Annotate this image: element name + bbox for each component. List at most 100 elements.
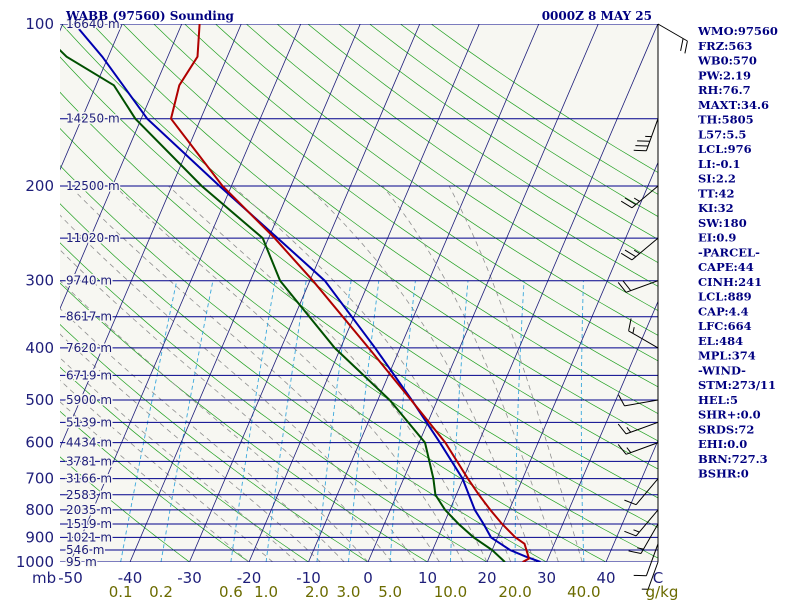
index-line: SI:2.2 xyxy=(698,172,736,186)
isobar-height-label: 2583 m xyxy=(66,488,112,502)
isotherm-line xyxy=(60,24,242,449)
isotherm-line xyxy=(60,24,123,171)
isotherm-line xyxy=(546,300,658,562)
index-line: LCL:889 xyxy=(698,290,752,304)
mixing-ratio-axis-labels: 0.1 0.2 0.6 1.0 2.0 3.0 5.0 10.0 20.0 40.0 g/kg xyxy=(109,583,679,600)
pressure-tick-label: 200 xyxy=(25,177,54,195)
mixing-ratio-tick-label: 40.0 xyxy=(567,583,600,600)
wind-barb xyxy=(617,442,659,455)
wind-barb xyxy=(617,421,659,435)
wind-barb xyxy=(633,543,659,577)
index-line: TT:42 xyxy=(698,186,735,200)
plot-area xyxy=(60,24,658,562)
isotherm-line xyxy=(308,24,540,562)
isobar-height-label: 3166 m xyxy=(66,472,112,486)
isotherm-line xyxy=(248,24,480,562)
temperature-axis-labels: -50 -40 -30 -20 -10 0 10 20 30 40 C xyxy=(58,569,663,587)
wind-barb xyxy=(633,118,659,152)
index-line: CAPE:44 xyxy=(698,260,754,274)
wind-barb xyxy=(618,394,659,407)
index-line: STM:273/11 xyxy=(698,378,776,392)
pressure-tick-label: 800 xyxy=(25,501,54,519)
wind-barb xyxy=(620,185,659,209)
isobar-height-label: 9740 m xyxy=(66,274,112,288)
mixing-ratio-tick-label: g/kg xyxy=(646,583,679,600)
temperature-tick-label: -30 xyxy=(177,569,202,587)
mixing-ratio-tick-label: 0.2 xyxy=(149,583,173,600)
isotherm-line xyxy=(70,24,302,562)
isobar-height-label: 3781 m xyxy=(66,454,112,468)
index-line: -PARCEL- xyxy=(698,245,760,259)
index-line: SRDS:72 xyxy=(698,422,754,436)
isotherm-line xyxy=(486,161,658,562)
wind-barb xyxy=(628,523,659,554)
moist-adiabat xyxy=(60,308,345,562)
stability-indices-panel: WMO:97560FRZ:563WB0:570PW:2.19RH:76.7MAX… xyxy=(697,24,778,481)
index-line: HEL:5 xyxy=(698,393,738,407)
index-line: BSHR:0 xyxy=(698,467,749,481)
temperature-tick-label: -40 xyxy=(118,569,143,587)
isobar-height-label: 6719 m xyxy=(66,368,112,382)
isobar-height-label: 11020 m xyxy=(66,231,120,245)
pressure-tick-label: 700 xyxy=(25,470,54,488)
pressure-tick-label: 600 xyxy=(25,434,54,452)
height-labels: 16640 m 14250 m 12500 m 11020 m 9740 m 8617 m… xyxy=(65,16,122,571)
pressure-tick-label: 100 xyxy=(25,15,54,33)
isobar-height-label: 2035 m xyxy=(66,503,112,517)
dewpoint-profile-line xyxy=(60,48,506,562)
isobar-height-label: 8617 m xyxy=(66,310,112,324)
index-line: SHR+:0.0 xyxy=(698,408,761,422)
chart-time: 0000Z 8 MAY 25 xyxy=(542,9,652,23)
isotherm-line xyxy=(189,24,421,562)
wind-barb xyxy=(617,280,659,293)
pressure-tick-label: 300 xyxy=(25,272,54,290)
moist-adiabat xyxy=(69,185,440,562)
isobar-height-label: 5900 m xyxy=(66,393,112,407)
isobar-height-label: 14250 m xyxy=(66,112,120,126)
isobar-height-label: 16640 m xyxy=(66,17,120,31)
parcel-profile-line xyxy=(73,24,541,562)
wind-barb xyxy=(624,478,659,506)
temperature-tick-label: -50 xyxy=(58,569,83,587)
temperature-tick-label: 0 xyxy=(363,569,373,587)
pressure-tick-label: 900 xyxy=(25,528,54,546)
isobar-height-label: 546 m xyxy=(66,543,104,557)
temperature-profile-line xyxy=(169,24,531,562)
index-line: -WIND- xyxy=(698,363,746,377)
pressure-tick-label: 1000 xyxy=(16,553,54,571)
temperature-tick-label: 10 xyxy=(418,569,437,587)
wind-barb xyxy=(641,561,659,595)
moist-adiabat xyxy=(114,185,464,562)
index-line: SW:180 xyxy=(698,216,747,230)
chart-title: WABB (97560) Sounding xyxy=(65,9,235,23)
isobar-height-label: 4434 m xyxy=(66,436,112,450)
isobar-height-label: 1021 m xyxy=(66,530,112,544)
index-line: MAXT:34.6 xyxy=(698,98,769,112)
mixing-ratio-tick-label: 1.0 xyxy=(254,583,278,600)
isotherm-line xyxy=(605,439,658,562)
index-line: RH:76.7 xyxy=(698,83,751,97)
isobar-height-label: 95 m xyxy=(66,555,97,569)
index-line: FRZ:563 xyxy=(698,39,752,53)
temperature-tick-label: C xyxy=(653,569,663,587)
index-line: LFC:664 xyxy=(698,319,752,333)
wind-barb xyxy=(628,318,659,349)
sounding-profiles xyxy=(60,24,541,562)
temperature-tick-label: -10 xyxy=(296,569,321,587)
isobar-height-label: 7620 m xyxy=(66,341,112,355)
isobar-height-label: 5139 m xyxy=(66,415,112,429)
temperature-tick-label: 20 xyxy=(477,569,496,587)
temperature-tick-label: 30 xyxy=(537,569,556,587)
temperature-tick-label: 40 xyxy=(596,569,615,587)
index-line: CAP:4.4 xyxy=(698,304,749,318)
isobar-height-label: 12500 m xyxy=(66,179,120,193)
index-line: EHI:0.0 xyxy=(698,437,747,451)
wind-barb xyxy=(624,509,659,537)
isotherm-line xyxy=(129,24,361,562)
isotherm-line xyxy=(367,24,599,562)
pressure-unit-label: mb xyxy=(32,569,56,587)
index-line: EL:484 xyxy=(698,334,743,348)
mixing-ratio-tick-label: 20.0 xyxy=(498,583,531,600)
index-line: EI:0.9 xyxy=(698,231,736,245)
